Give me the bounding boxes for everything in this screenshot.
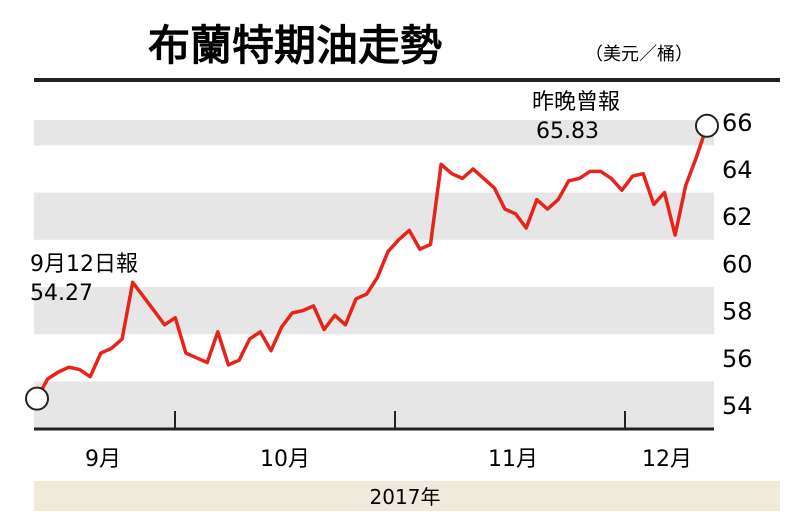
end-annotation-value: 65.83	[536, 119, 599, 144]
y-tick-label: 66	[722, 109, 753, 137]
start-annotation-label: 9月12日報	[30, 252, 138, 277]
y-tick-label: 62	[722, 203, 753, 231]
x-axis-ticks	[174, 411, 626, 429]
chart-title: 布蘭特期油走勢	[148, 21, 442, 70]
grid-band	[34, 120, 714, 146]
end-annotation-label: 昨晚曾報	[532, 90, 620, 115]
x-tick-label: 12月	[642, 447, 692, 472]
grid-bands	[34, 120, 714, 429]
year-bar	[34, 481, 780, 511]
start-annotation-value: 54.27	[30, 281, 93, 306]
grid-band	[34, 381, 714, 429]
data-points	[36, 125, 708, 399]
grid-band	[34, 192, 714, 240]
year-label: 2017年	[370, 485, 441, 509]
y-axis-labels: 54 56 58 60 62 64 66	[722, 109, 753, 420]
series-line	[35, 124, 709, 401]
grid-band	[34, 287, 714, 335]
y-tick-label: 60	[722, 250, 753, 278]
unit-label: （美元／桶）	[585, 44, 693, 65]
y-tick-label: 58	[722, 298, 753, 326]
x-tick-label: 9月	[85, 447, 121, 472]
x-tick-label: 11月	[488, 447, 538, 472]
end-marker	[695, 113, 719, 138]
start-marker	[25, 386, 49, 411]
y-tick-label: 54	[722, 392, 753, 420]
y-tick-label: 56	[722, 345, 753, 373]
x-tick-label: 10月	[260, 447, 310, 472]
x-axis-labels: 9月 10月 11月 12月	[85, 447, 692, 472]
y-tick-label: 64	[722, 156, 753, 184]
